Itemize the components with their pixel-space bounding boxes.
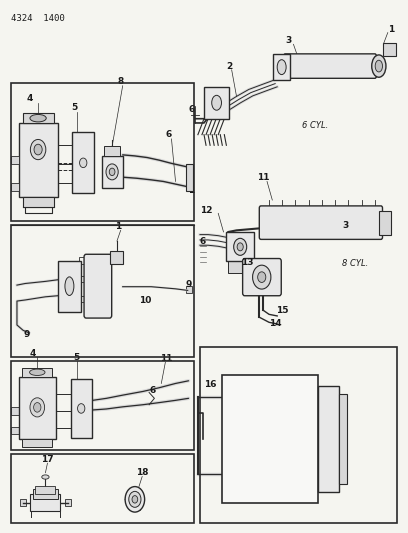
Text: 1: 1 — [115, 222, 122, 231]
Bar — [23, 197, 53, 207]
Ellipse shape — [237, 243, 243, 251]
Bar — [33, 489, 58, 499]
Text: 4324  1400: 4324 1400 — [11, 14, 64, 23]
Bar — [35, 486, 55, 494]
Bar — [204, 87, 229, 119]
Ellipse shape — [30, 115, 46, 122]
Text: 6: 6 — [149, 386, 155, 395]
Text: 6: 6 — [188, 106, 195, 115]
FancyBboxPatch shape — [284, 54, 377, 78]
Text: 5: 5 — [71, 103, 77, 112]
Bar — [379, 211, 391, 235]
Bar — [228, 261, 244, 273]
Bar — [186, 165, 193, 191]
Bar — [11, 426, 19, 434]
Bar — [19, 123, 58, 197]
Ellipse shape — [80, 158, 87, 167]
Bar — [200, 348, 397, 523]
Text: 18: 18 — [136, 469, 148, 478]
Text: 6 CYL.: 6 CYL. — [302, 122, 328, 130]
Bar — [20, 499, 26, 506]
Text: 1: 1 — [188, 186, 194, 195]
Text: 4: 4 — [29, 349, 35, 358]
Ellipse shape — [30, 140, 46, 160]
Ellipse shape — [253, 265, 271, 289]
Text: 3: 3 — [285, 36, 292, 45]
FancyBboxPatch shape — [243, 259, 281, 296]
Bar — [58, 261, 81, 312]
Ellipse shape — [106, 164, 118, 180]
Text: 9: 9 — [186, 280, 192, 289]
Text: 11: 11 — [257, 173, 269, 182]
Ellipse shape — [372, 55, 386, 77]
Ellipse shape — [33, 402, 41, 412]
Text: 17: 17 — [40, 455, 53, 464]
Bar — [65, 499, 71, 506]
Ellipse shape — [234, 238, 247, 255]
Bar — [71, 379, 92, 438]
Text: 9: 9 — [23, 330, 29, 338]
FancyBboxPatch shape — [259, 206, 383, 239]
Bar — [23, 114, 53, 123]
Ellipse shape — [34, 144, 42, 155]
Text: 15: 15 — [276, 306, 289, 315]
Text: 1: 1 — [388, 25, 394, 34]
Text: 6: 6 — [199, 237, 205, 246]
Text: 14: 14 — [269, 319, 282, 328]
Text: 8 CYL.: 8 CYL. — [342, 260, 368, 269]
Bar — [79, 296, 111, 302]
Text: 13: 13 — [241, 259, 253, 268]
Text: 4: 4 — [27, 94, 33, 103]
Bar — [383, 43, 396, 56]
Ellipse shape — [277, 60, 286, 75]
Bar — [186, 286, 192, 293]
Bar — [30, 494, 60, 511]
Text: 8: 8 — [118, 77, 124, 86]
Bar — [11, 156, 19, 165]
Bar — [11, 454, 194, 523]
Ellipse shape — [29, 369, 45, 375]
Ellipse shape — [30, 398, 44, 417]
Bar — [22, 368, 52, 376]
Text: 16: 16 — [204, 379, 217, 389]
Bar — [318, 386, 339, 492]
Bar — [102, 156, 123, 188]
Ellipse shape — [65, 277, 74, 295]
Ellipse shape — [258, 272, 266, 282]
Bar — [19, 376, 55, 439]
FancyBboxPatch shape — [84, 254, 112, 318]
Bar — [79, 257, 111, 264]
Bar — [11, 361, 194, 450]
Bar — [72, 132, 94, 193]
Bar — [11, 225, 194, 357]
Text: 11: 11 — [160, 354, 173, 363]
Ellipse shape — [125, 487, 144, 512]
Bar — [226, 232, 254, 261]
Bar — [11, 83, 194, 221]
Ellipse shape — [109, 168, 115, 175]
Bar — [11, 407, 19, 415]
Bar — [79, 276, 111, 282]
Text: 5: 5 — [73, 353, 79, 362]
Bar — [104, 147, 120, 156]
Bar — [22, 439, 52, 447]
Ellipse shape — [78, 403, 85, 413]
Bar — [111, 251, 124, 264]
Ellipse shape — [132, 496, 138, 503]
Text: 12: 12 — [200, 206, 213, 215]
Bar — [222, 375, 318, 503]
Bar — [273, 54, 290, 80]
Bar — [11, 182, 19, 191]
Text: 7: 7 — [25, 197, 31, 206]
Text: 2: 2 — [226, 62, 232, 71]
Text: 7: 7 — [24, 441, 31, 450]
Ellipse shape — [375, 60, 383, 72]
Ellipse shape — [129, 491, 141, 507]
Text: 6: 6 — [165, 130, 171, 139]
Bar — [339, 394, 347, 484]
Text: 3: 3 — [342, 221, 348, 230]
Text: 10: 10 — [139, 296, 151, 305]
Ellipse shape — [212, 95, 222, 110]
Ellipse shape — [42, 475, 49, 479]
